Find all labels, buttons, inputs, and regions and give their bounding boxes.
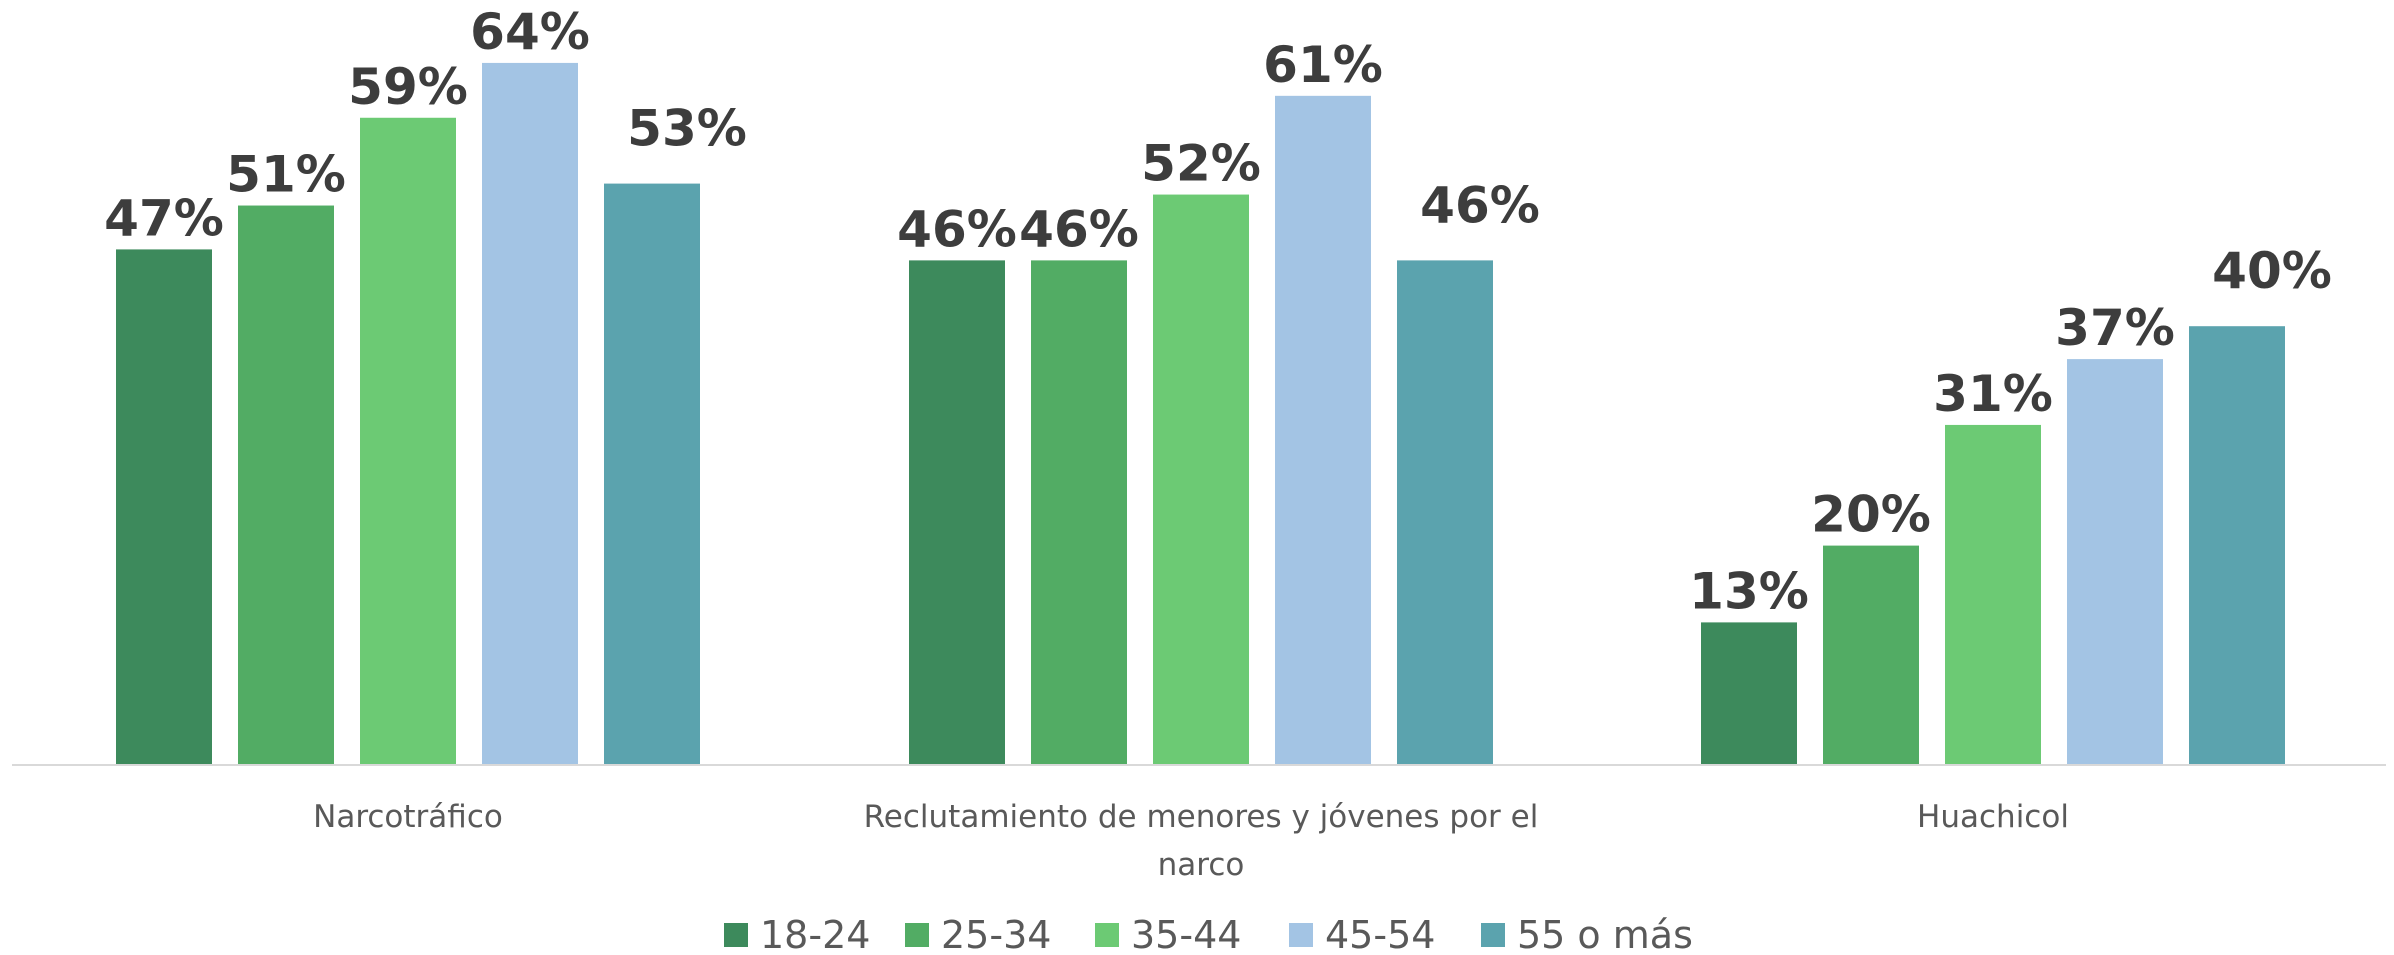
value-label-1-1: 46%	[1019, 200, 1139, 258]
value-label-0-0: 47%	[104, 189, 224, 247]
legend-swatch-1	[905, 923, 929, 947]
legend-label-2: 35-44	[1131, 913, 1241, 955]
category-labels-group: Narcotráfico Reclutamiento de menores y j…	[313, 799, 2069, 883]
bar-2-4	[2189, 326, 2285, 765]
bar-0-2	[360, 117, 456, 765]
bar-0-0	[116, 249, 212, 765]
bar-0-3	[482, 62, 578, 766]
value-label-0-4: 53%	[627, 100, 747, 158]
value-label-1-0: 46%	[897, 200, 1017, 258]
value-label-2-3: 37%	[2055, 299, 2175, 357]
value-label-1-4: 46%	[1420, 176, 1540, 234]
bar-0-1	[238, 205, 334, 765]
value-label-0-3: 64%	[470, 3, 590, 61]
legend-label-3: 45-54	[1325, 913, 1435, 955]
bar-2-1	[1823, 545, 1919, 765]
legend-label-1: 25-34	[941, 913, 1051, 955]
legend: 18-24 25-34 35-44 45-54 55 o más	[724, 913, 1693, 955]
value-label-2-1: 20%	[1811, 486, 1931, 544]
value-label-2-0: 13%	[1689, 562, 1809, 620]
legend-swatch-2	[1095, 923, 1119, 947]
bar-0-4	[604, 183, 700, 766]
bar-1-1	[1031, 260, 1127, 765]
value-label-1-2: 52%	[1141, 135, 1261, 193]
category-label-1-line1: narco	[1158, 847, 1245, 883]
bar-2-3	[2067, 359, 2163, 765]
value-label-2-4: 40%	[2212, 242, 2332, 300]
bar-1-2	[1153, 194, 1249, 765]
bar-2-0	[1701, 622, 1797, 765]
bar-1-4	[1397, 260, 1493, 765]
bar-2-2	[1945, 424, 2041, 765]
value-label-0-2: 59%	[348, 58, 468, 116]
bar-1-0	[909, 260, 1005, 765]
bar-1-3	[1275, 95, 1371, 765]
value-label-0-1: 51%	[226, 146, 346, 204]
bars-group	[116, 62, 2285, 766]
legend-label-0: 18-24	[760, 913, 870, 955]
legend-swatch-4	[1481, 923, 1505, 947]
legend-swatch-3	[1289, 923, 1313, 947]
category-label-2: Huachicol	[1917, 799, 2069, 835]
value-labels-group: 47% 46% 13% 51% 46% 20% 59% 52% 31% 64% 61% 37% 53% 4…	[104, 3, 2332, 620]
legend-label-4: 55 o más	[1517, 913, 1693, 955]
legend-swatch-0	[724, 923, 748, 947]
category-label-1: Reclutamiento de menores y jóvenes por e…	[864, 799, 1539, 835]
category-label-0: Narcotráfico	[313, 799, 503, 835]
value-label-2-2: 31%	[1933, 365, 2053, 423]
value-label-1-3: 61%	[1263, 36, 1383, 94]
